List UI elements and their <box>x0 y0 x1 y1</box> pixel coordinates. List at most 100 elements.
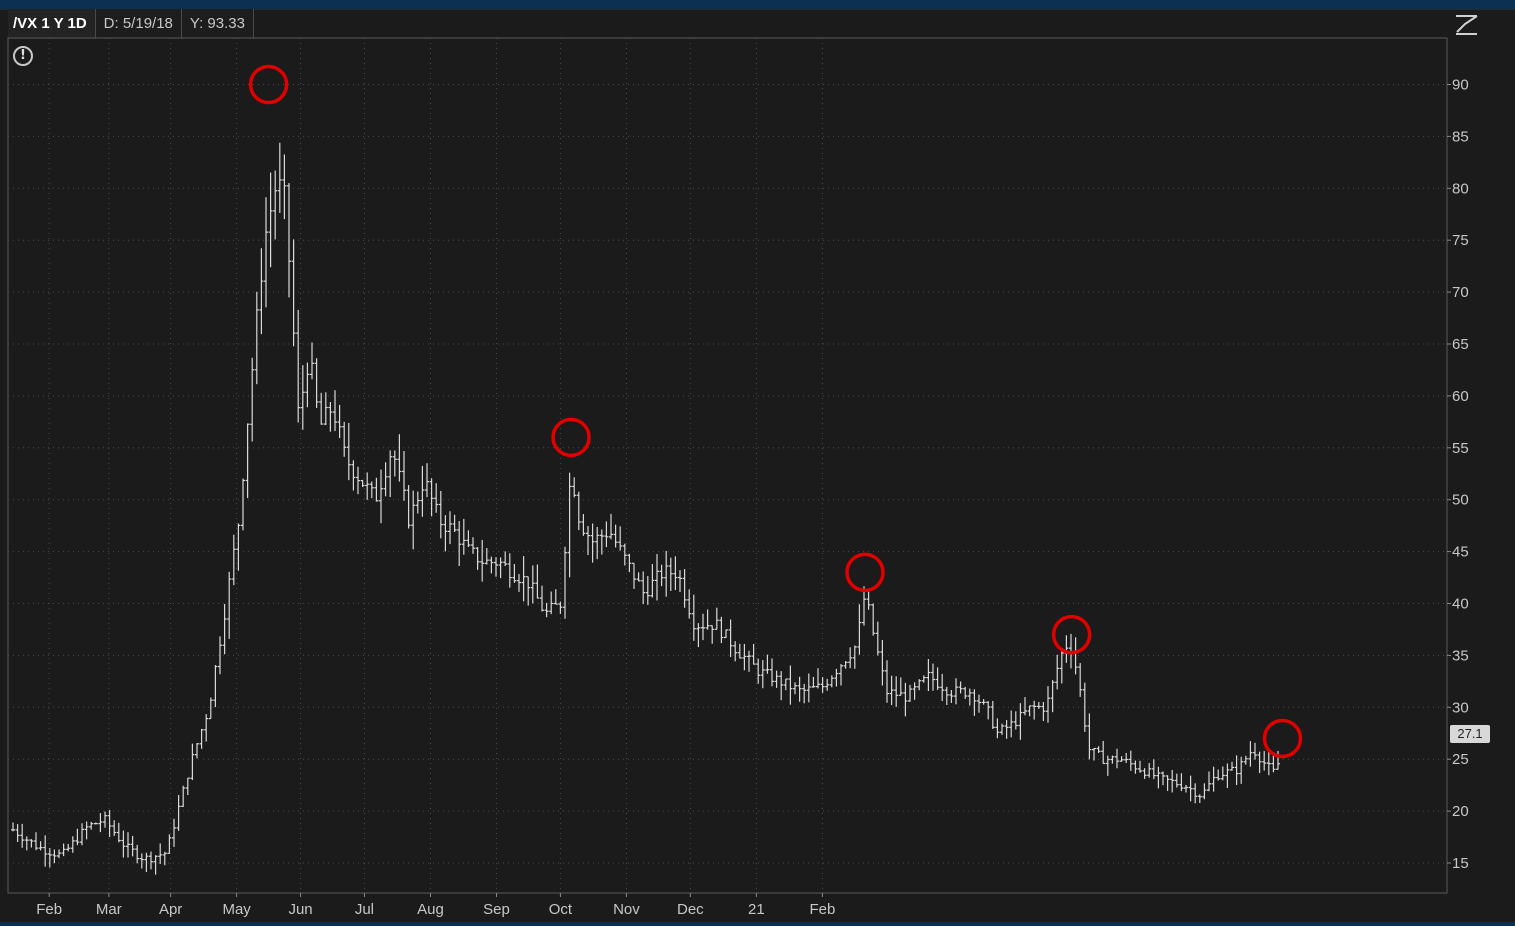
top-toolbar-strip <box>0 0 1515 10</box>
ohlc-bar <box>503 551 508 567</box>
ohlc-bar <box>1046 686 1050 723</box>
ohlc-bar <box>903 682 908 717</box>
ohlc-bar <box>793 682 797 695</box>
ohlc-bar <box>158 843 163 864</box>
ohlc-bar <box>222 603 227 655</box>
ohlc-bar <box>618 526 623 551</box>
ohlc-bar <box>1023 697 1027 716</box>
ohlc-bar <box>935 667 940 690</box>
date-readout: D: 5/19/18 <box>95 9 182 38</box>
highlight-peak-sep <box>845 552 885 593</box>
ohlc-bar <box>967 688 972 706</box>
ohlc-bar <box>526 576 531 606</box>
ohlc-bar <box>1018 703 1023 740</box>
ohlc-bar <box>1193 783 1198 804</box>
ohlc-bar <box>507 553 512 588</box>
ohlc-bar <box>733 641 738 662</box>
ohlc-bar <box>701 613 705 641</box>
ohlc-bar <box>112 820 117 836</box>
ohlc-bar <box>572 477 577 498</box>
ohlc-bar <box>825 678 830 691</box>
ohlc-bar <box>627 553 632 573</box>
ohlc-bar <box>346 422 351 481</box>
ohlc-bar <box>756 658 761 684</box>
ohlc-bar <box>245 423 250 499</box>
ohlc-bar <box>737 643 742 659</box>
ohlc-bar <box>1050 680 1055 713</box>
ohlc-bar <box>590 523 595 563</box>
ohlc-bar <box>388 450 393 498</box>
y-tick-label: 70 <box>1452 284 1469 301</box>
x-tick-label: Apr <box>159 901 182 918</box>
ohlc-bar <box>673 556 678 591</box>
ohlc-bar <box>116 822 121 843</box>
ohlc-bar <box>310 342 314 380</box>
x-tick-label: Mar <box>96 901 122 918</box>
ohlc-bar <box>986 701 991 720</box>
ohlc-bar <box>167 834 172 854</box>
chart-header: /VX 1 Y 1D D: 5/19/18 Y: 93.33 <box>8 9 254 38</box>
ohlc-bar <box>328 402 333 432</box>
ohlc-bar <box>489 556 494 574</box>
ohlc-bar <box>613 524 618 548</box>
ohlc-bar <box>130 835 135 857</box>
ohlc-bar <box>609 513 613 540</box>
highlight-peak-nov <box>1051 614 1092 655</box>
ohlc-bar <box>20 823 25 848</box>
ohlc-bar <box>139 853 144 869</box>
highlight-circles <box>248 64 1303 759</box>
ohlc-bar <box>457 521 462 566</box>
ohlc-bar <box>944 686 949 705</box>
ohlc-bar <box>1248 741 1253 767</box>
ohlc-bar <box>839 664 843 686</box>
ohlc-bar <box>434 483 439 513</box>
highlight-peak-mar <box>248 64 289 105</box>
ohlc-bar <box>1013 711 1018 730</box>
ohlc-bar <box>972 689 977 716</box>
y-tick-label: 60 <box>1452 388 1469 405</box>
ohlc-bar <box>931 663 935 691</box>
ohlc-bar <box>921 675 926 683</box>
ohlc-bar <box>287 183 291 298</box>
ohlc-bar <box>558 601 563 614</box>
ohlc-bar <box>1239 756 1244 784</box>
ohlc-bar <box>747 650 751 672</box>
ohlc-bar <box>981 699 986 705</box>
highlight-last <box>1262 718 1303 759</box>
ohlc-bar <box>1188 775 1193 802</box>
ohlc-bar <box>816 668 820 689</box>
ohlc-bar <box>319 392 324 425</box>
ohlc-bar <box>852 645 857 669</box>
x-tick-label: Sep <box>483 901 510 918</box>
x-axis: Feb Mar Apr May Jun Jul Aug Sep Oct Nov Dec 21 Feb <box>36 893 835 918</box>
ohlc-bar <box>719 616 724 644</box>
y-tick-label: 35 <box>1452 647 1469 664</box>
ohlc-bar <box>581 514 586 536</box>
symbol-label[interactable]: /VX 1 Y 1D <box>8 9 96 38</box>
ohlc-bar <box>144 852 149 873</box>
ohlc-bar <box>862 586 866 626</box>
ohlc-bar <box>949 689 954 703</box>
ohlc-bar <box>848 647 853 669</box>
x-tick-label: Dec <box>677 901 704 918</box>
ohlc-bar <box>1211 766 1216 792</box>
ohlc-bar <box>650 564 655 598</box>
y-tick-label: 80 <box>1452 180 1469 197</box>
ohlc-bar <box>705 609 710 630</box>
ohlc-bar <box>1230 761 1234 771</box>
ohlc-bar <box>668 557 673 591</box>
ohlc-bar <box>268 172 273 268</box>
ohlc-bar <box>1036 701 1041 709</box>
ohlc-bar <box>103 811 107 828</box>
chart-style-icon[interactable] <box>1453 12 1481 38</box>
ohlc-bar <box>1087 713 1092 760</box>
ohlc-bar <box>1092 747 1096 761</box>
alert-circle-icon[interactable]: ! <box>13 46 33 66</box>
ohlc-bar <box>402 450 406 501</box>
ohlc-bar <box>1059 649 1064 684</box>
x-tick-label: Jun <box>288 901 312 918</box>
ohlc-bar <box>912 682 917 700</box>
ohlc-bar <box>659 564 664 587</box>
ohlc-bar <box>218 636 222 675</box>
